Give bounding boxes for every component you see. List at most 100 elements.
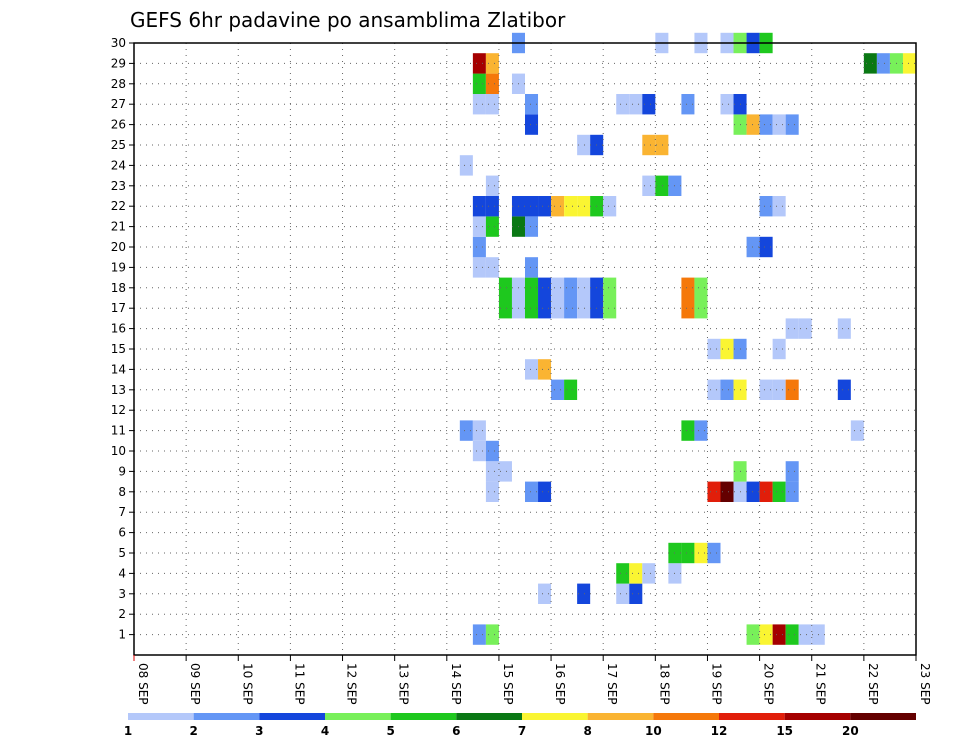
legend-swatch	[784, 713, 851, 720]
heatmap-cell	[876, 53, 890, 74]
heatmap-cell	[603, 277, 617, 298]
x-tick-label: 17 SEP	[605, 663, 619, 705]
heatmap-cell	[472, 73, 486, 94]
x-tick-label: 18 SEP	[657, 663, 671, 705]
heatmap-cell	[720, 481, 734, 502]
y-tick-label: 5	[118, 546, 126, 560]
y-tick-label: 25	[111, 138, 126, 152]
legend-label: 15	[776, 724, 793, 738]
heatmap-cell	[746, 236, 760, 258]
legend-label: 5	[386, 724, 394, 738]
y-tick-label: 1	[118, 628, 126, 642]
heatmap-cell	[538, 196, 552, 217]
heatmap-cell	[785, 481, 799, 502]
heatmap-cell	[538, 583, 552, 604]
heatmap-cell	[564, 277, 578, 298]
heatmap-cell	[564, 196, 578, 217]
heatmap-cell	[785, 318, 799, 339]
heatmap-cell	[759, 624, 773, 645]
heatmap-cell	[525, 481, 539, 502]
heatmap-cell	[759, 196, 773, 217]
heatmap-cell	[772, 196, 786, 217]
heatmap-cell	[746, 481, 760, 502]
heatmap-cell	[681, 298, 695, 319]
heatmap-cell	[681, 94, 695, 115]
heatmap-cell	[525, 196, 539, 217]
heatmap-cell	[472, 624, 486, 645]
heatmap-cell	[485, 216, 499, 237]
heatmap-cell	[759, 481, 773, 502]
heatmap-cell	[642, 134, 656, 156]
legend-swatch	[522, 713, 588, 720]
heatmap-cell	[577, 277, 591, 298]
y-tick-label: 2	[118, 607, 126, 621]
heatmap-cell	[485, 73, 499, 94]
heatmap-cell	[772, 379, 786, 400]
heatmap-cell	[538, 481, 552, 502]
heatmap-cell	[485, 481, 499, 502]
heatmap-cell	[707, 379, 721, 400]
x-tick-label: 12 SEP	[345, 663, 359, 705]
color-legend: 1 2 3 4 5 6 7 8 10 12 15 20	[124, 713, 916, 738]
y-tick-label: 6	[118, 526, 126, 540]
heatmap-cell	[551, 379, 565, 400]
heatmap-cell	[837, 318, 851, 339]
heatmap-cell	[785, 379, 799, 400]
heatmap-cell	[772, 114, 786, 135]
heatmap-cell	[785, 114, 799, 135]
y-tick-label: 3	[118, 587, 126, 601]
y-tick-label: 20	[111, 240, 126, 254]
y-tick-label: 11	[111, 424, 126, 438]
heatmap-cell	[720, 94, 734, 115]
heatmap-cell	[472, 257, 486, 278]
y-tick-label: 7	[118, 505, 126, 519]
heatmap-cell	[707, 338, 721, 360]
heatmap-cell	[746, 624, 760, 645]
heatmap-cell	[629, 563, 643, 584]
heatmap-cell	[472, 236, 486, 258]
heatmap-cell	[577, 583, 591, 604]
heatmap-cell	[629, 583, 643, 604]
legend-swatch	[456, 713, 522, 720]
heatmap-cell	[525, 359, 539, 380]
heatmap-cell	[472, 94, 486, 115]
heatmap-cell	[759, 236, 773, 258]
y-tick-label: 26	[111, 118, 126, 132]
heatmap-cell	[525, 277, 539, 298]
heatmap-cell	[551, 196, 565, 217]
legend-swatch	[719, 713, 785, 720]
heatmap-cell	[538, 298, 552, 319]
heatmap-cell	[694, 277, 708, 298]
legend-swatch	[850, 713, 916, 720]
y-tick-label: 16	[111, 322, 126, 336]
heatmap-cell	[498, 277, 512, 298]
heatmap-cell	[472, 196, 486, 217]
y-tick-label: 9	[118, 464, 126, 478]
heatmap-cell	[759, 114, 773, 135]
heatmap-cell	[655, 175, 669, 196]
heatmap-cell	[759, 379, 773, 400]
y-tick-label: 27	[111, 97, 126, 111]
heatmap-cell	[798, 318, 812, 339]
heatmap-cell	[498, 461, 512, 482]
legend-label: 20	[842, 724, 859, 738]
heatmap-cell	[459, 155, 473, 176]
heatmap-cell	[681, 542, 695, 564]
chart-title: GEFS 6hr padavine po ansamblima Zlatibor	[130, 8, 566, 32]
heatmap-cell	[616, 94, 630, 115]
heatmap-cell	[472, 216, 486, 237]
x-tick-label: 23 SEP	[918, 663, 932, 705]
legend-swatch	[193, 713, 260, 720]
heatmap-cell	[485, 257, 499, 278]
heatmap-cell	[577, 298, 591, 319]
heatmap-cell	[850, 420, 864, 441]
y-tick-label: 30	[111, 36, 126, 50]
legend-label: 10	[645, 724, 662, 738]
heatmap-cell	[902, 53, 916, 74]
heatmap-cell	[485, 53, 499, 74]
heatmap-cell	[863, 53, 877, 74]
x-tick-label: 21 SEP	[814, 663, 828, 705]
heatmap-cell	[694, 542, 708, 564]
legend-swatch	[653, 713, 719, 720]
heatmap-cell	[551, 298, 565, 319]
